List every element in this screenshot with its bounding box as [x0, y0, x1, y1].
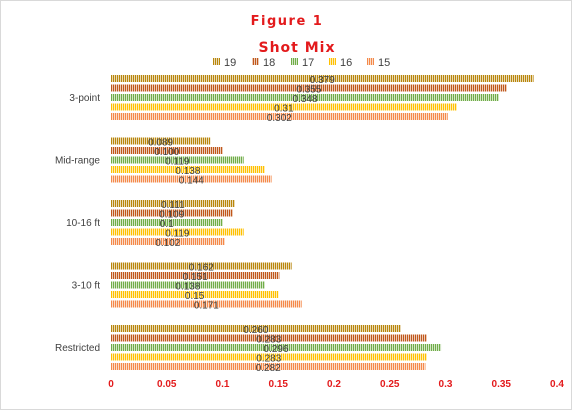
category-label: Mid-range [55, 156, 100, 167]
data-label: 0.102 [155, 238, 180, 249]
category-label: 3-point [69, 93, 100, 104]
bar [111, 300, 302, 308]
bar-series-group: 0.3790.3550.3480.310.3020.0890.1000.1190… [111, 75, 534, 374]
data-label: 0.296 [264, 344, 289, 355]
data-label: 0.151 [183, 272, 208, 283]
legend-swatch [213, 58, 220, 65]
data-label: 0.379 [310, 75, 335, 86]
legend-swatch [252, 58, 259, 65]
x-tick-label: 0.2 [327, 379, 341, 390]
data-label: 0.1 [160, 219, 174, 230]
value-axis: 0 0.05 0.1 0.15 0.2 0.25 0.3 0.35 0.4 [108, 379, 564, 390]
legend-label: 18 [263, 57, 275, 69]
x-tick-label: 0.05 [157, 379, 177, 390]
bar [111, 219, 223, 226]
bar [111, 228, 244, 236]
x-tick-label: 0.1 [216, 379, 230, 390]
data-label: 0.355 [296, 85, 321, 96]
data-label: 0.119 [165, 229, 190, 240]
category-label: Restricted [55, 343, 100, 354]
x-tick-label: 0.25 [380, 379, 400, 390]
x-tick-label: 0.35 [492, 379, 512, 390]
x-tick-label: 0.4 [550, 379, 564, 390]
data-label: 0.111 [161, 200, 185, 211]
legend-swatch [329, 58, 336, 65]
bar [111, 238, 225, 245]
x-tick-label: 0.3 [439, 379, 453, 390]
data-label: 0.089 [148, 138, 173, 149]
legend-swatch [367, 58, 374, 65]
data-label: 0.348 [292, 94, 317, 105]
legend-swatch [291, 58, 298, 65]
bar [111, 94, 500, 101]
data-label: 0.15 [185, 291, 205, 302]
bar [111, 209, 233, 217]
bar [111, 353, 427, 361]
data-label: 0.283 [256, 354, 281, 365]
data-label: 0.171 [194, 301, 219, 312]
legend-label: 17 [302, 57, 314, 69]
category-label: 10-16 ft [66, 218, 100, 229]
bar [111, 147, 223, 154]
bar [111, 113, 448, 120]
bar [111, 262, 292, 270]
data-label: 0.302 [267, 113, 292, 124]
chart-title: Figure 1 [251, 14, 324, 29]
data-label: 0.283 [256, 335, 281, 346]
bar [111, 325, 401, 332]
bar [111, 137, 211, 145]
bar [111, 272, 280, 279]
legend-label: 15 [378, 57, 390, 69]
bar [111, 291, 279, 298]
data-label: 0.162 [189, 263, 214, 274]
bar [111, 156, 244, 164]
data-label: 0.138 [175, 282, 200, 293]
x-tick-label: 0.15 [269, 379, 289, 390]
data-label: 0.31 [274, 104, 294, 115]
data-label: 0.100 [154, 147, 179, 158]
data-label: 0.109 [159, 210, 184, 221]
data-label: 0.144 [179, 176, 204, 187]
data-label: 0.138 [175, 166, 200, 177]
bar [111, 363, 426, 370]
bar [111, 200, 235, 207]
bar [111, 281, 265, 289]
bar [111, 175, 272, 183]
legend-label: 19 [224, 57, 236, 69]
legend-label: 16 [340, 57, 352, 69]
bar [111, 334, 427, 342]
x-tick-label: 0 [108, 379, 114, 390]
bar [111, 103, 457, 111]
chart-legend: 19 18 17 16 15 [213, 57, 390, 69]
bar [111, 75, 534, 82]
data-label: 0.119 [165, 157, 190, 168]
data-label: 0.282 [256, 363, 281, 374]
category-label: 3-10 ft [72, 281, 101, 292]
category-axis: 3-point Mid-range 10-16 ft 3-10 ft Restricte… [55, 93, 100, 354]
bar [111, 84, 507, 92]
bar [111, 166, 265, 173]
chart-subtitle: Shot Mix [259, 40, 336, 56]
bar [111, 344, 442, 351]
data-label: 0.260 [243, 325, 268, 336]
